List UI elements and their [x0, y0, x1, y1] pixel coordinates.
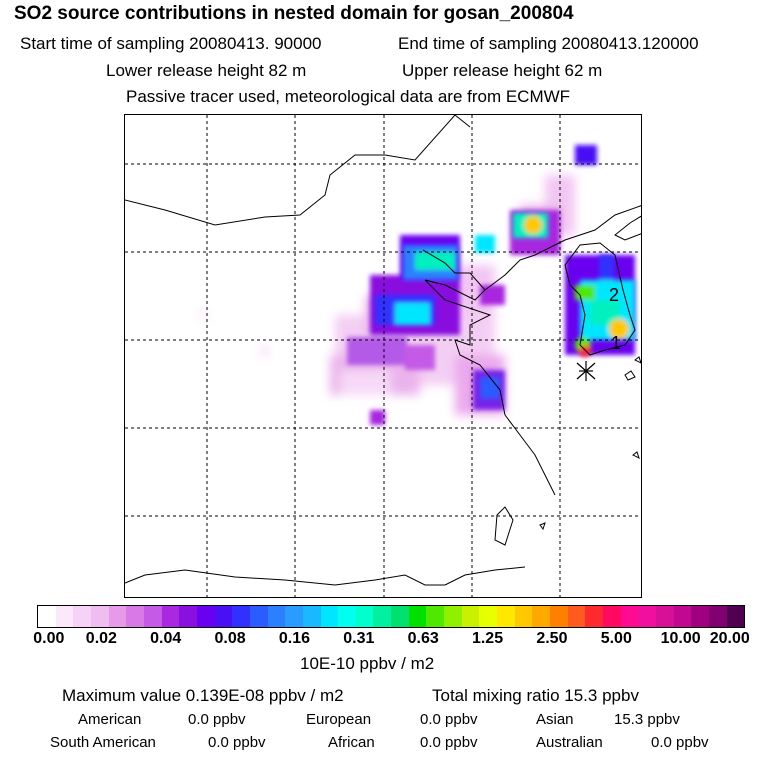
colorbar-tick-label: 0.31 — [343, 630, 375, 647]
colorbar-swatch — [691, 606, 709, 627]
colorbar-swatch — [38, 606, 56, 627]
colorbar-swatch — [249, 606, 268, 627]
colorbar-swatch — [161, 606, 180, 627]
colorbar-tick-label: 0.63 — [407, 630, 439, 647]
region-european-name: European — [306, 711, 372, 728]
lat-lon-grid — [125, 115, 641, 597]
colorbar-tick-label: 10.00 — [660, 630, 701, 647]
colorbar-swatch — [620, 606, 639, 627]
colorbar-swatch — [196, 606, 215, 627]
colorbar-swatch — [232, 606, 250, 627]
concentration-plume-high — [375, 213, 635, 399]
maximum-value-label: Maximum value 0.139E-08 ppbv / m2 — [62, 686, 344, 705]
page-title: SO2 source contributions in nested domai… — [14, 3, 574, 24]
colorbar-swatch — [391, 606, 409, 627]
region-asian-name: Asian — [536, 711, 574, 728]
colorbar-tick-label: 0.04 — [150, 630, 182, 647]
colorbar-tick-label: 2.50 — [536, 630, 568, 647]
map-canvas: 2 1 — [125, 115, 641, 597]
colorbar-tick-label: 5.00 — [600, 630, 632, 647]
region-australian-value: 0.0 ppbv — [651, 734, 709, 751]
end-time-label: End time of sampling 20080413.120000 — [398, 34, 699, 53]
colorbar-swatch — [603, 606, 621, 627]
region-african-value: 0.0 ppbv — [420, 734, 478, 751]
start-time-label: Start time of sampling 20080413. 90000 — [20, 34, 322, 53]
marker-2-label: 2 — [609, 285, 619, 305]
region-australian-name: Australian — [536, 734, 603, 751]
colorbar-tick-label: 0.02 — [85, 630, 117, 647]
map-panel: 2 1 — [124, 114, 642, 598]
region-european-value: 0.0 ppbv — [420, 711, 478, 728]
colorbar-swatch — [285, 606, 303, 627]
colorbar-tick-label: 0.16 — [278, 630, 311, 647]
colorbar-swatch — [90, 606, 109, 627]
colorbar-swatch — [514, 606, 533, 627]
colorbar-tick-label: 0.00 — [33, 630, 65, 647]
colorbar-swatch — [214, 606, 233, 627]
colorbar-swatch — [461, 606, 480, 627]
colorbar-swatch — [302, 606, 321, 627]
colorbar-swatch — [655, 606, 674, 627]
colorbar-swatch — [532, 606, 551, 627]
region-asian-value: 15.3 ppbv — [614, 711, 680, 728]
colorbar-swatch — [550, 606, 568, 627]
lower-release-height-label: Lower release height 82 m — [106, 61, 307, 80]
colorbar-swatch — [320, 606, 339, 627]
colorbar-tick-label: 1.25 — [471, 630, 504, 647]
colorbar-tick-label: 20.00 — [709, 630, 750, 647]
upper-release-height-label: Upper release height 62 m — [402, 61, 603, 80]
colorbar-unit-label: 10E-10 ppbv / m2 — [300, 654, 435, 673]
colorbar-swatch — [567, 606, 586, 627]
region-south-american-value: 0.0 ppbv — [208, 734, 266, 751]
colorbar-swatch — [55, 606, 74, 627]
colorbar-swatch — [355, 606, 374, 627]
region-south-american-name: South American — [50, 734, 156, 751]
colorbar-swatch — [708, 606, 727, 627]
region-american-name: American — [78, 711, 142, 728]
colorbar-swatch — [497, 606, 515, 627]
region-african-name: African — [328, 734, 375, 751]
colorbar-swatch — [267, 606, 286, 627]
colorbar-tick-label: 0.08 — [214, 630, 246, 647]
colorbar-swatch — [73, 606, 91, 627]
colorbar-swatch — [179, 606, 197, 627]
colorbar — [37, 605, 745, 628]
colorbar-swatch — [479, 606, 498, 627]
total-mixing-ratio-label: Total mixing ratio 15.3 ppbv — [432, 686, 639, 705]
colorbar-swatch — [408, 606, 427, 627]
colorbar-swatch — [638, 606, 656, 627]
colorbar-swatch — [673, 606, 692, 627]
colorbar-swatch — [373, 606, 392, 627]
colorbar-swatch — [444, 606, 462, 627]
receptor-asterisk-icon — [576, 361, 596, 381]
colorbar-swatch — [426, 606, 445, 627]
colorbar-swatch — [726, 606, 745, 627]
colorbar-swatch — [143, 606, 162, 627]
colorbar-swatch — [108, 606, 127, 627]
colorbar-swatch — [338, 606, 356, 627]
colorbar-swatch — [126, 606, 144, 627]
marker-1-label: 1 — [611, 333, 621, 353]
colorbar-swatch — [585, 606, 603, 627]
tracer-note-label: Passive tracer used, meteorological data… — [126, 87, 571, 106]
region-american-value: 0.0 ppbv — [188, 711, 246, 728]
